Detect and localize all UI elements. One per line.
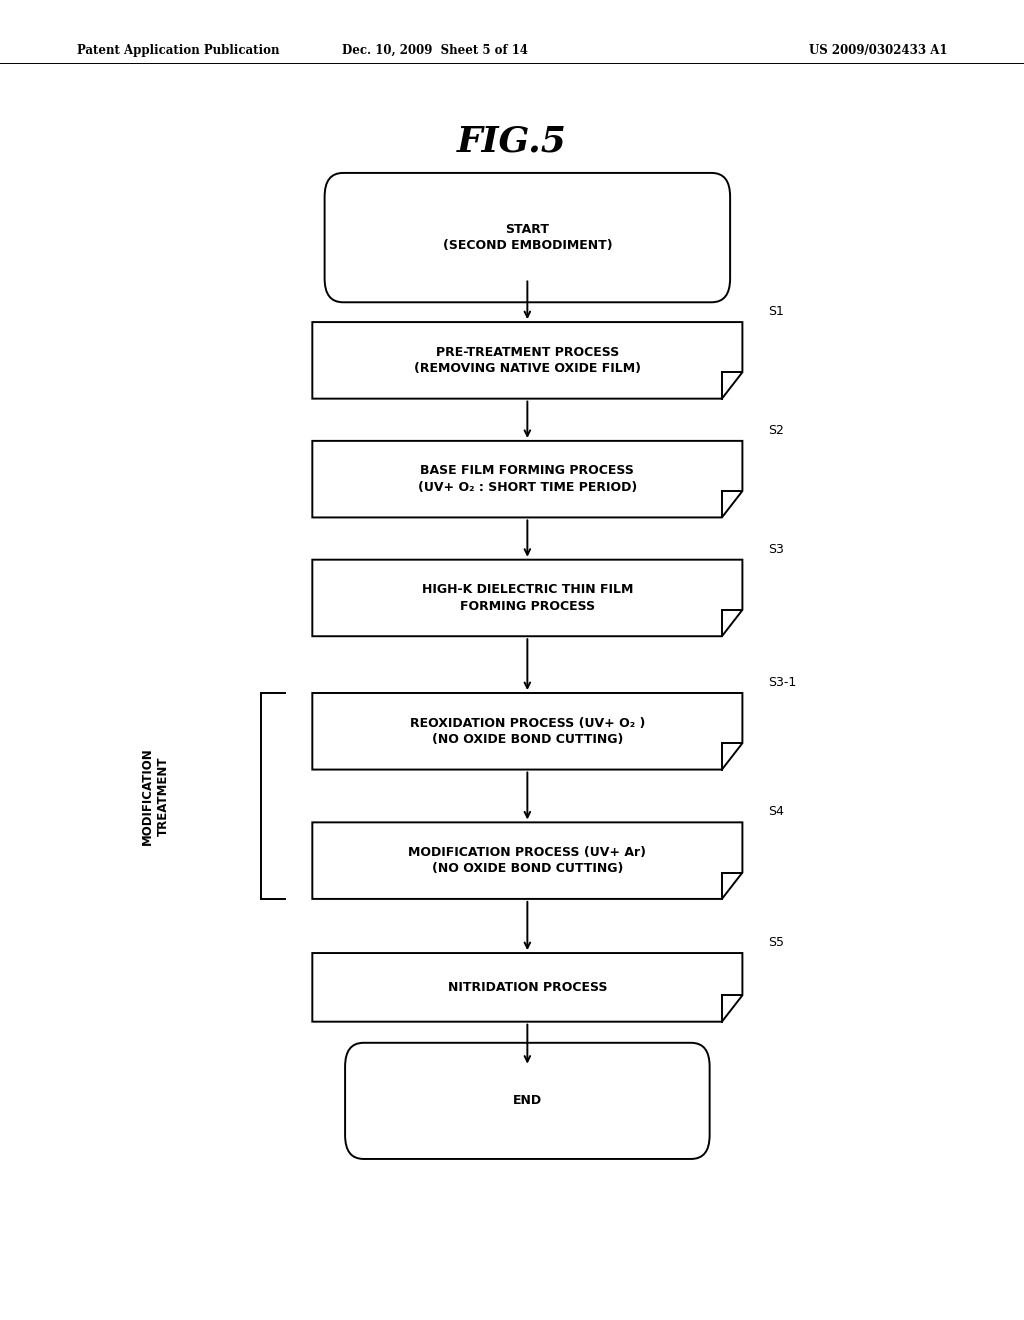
Text: S3: S3 [768,543,784,556]
Text: FIG.5: FIG.5 [457,124,567,158]
Text: REOXIDATION PROCESS (UV+ O₂ )
(NO OXIDE BOND CUTTING): REOXIDATION PROCESS (UV+ O₂ ) (NO OXIDE … [410,717,645,746]
Polygon shape [312,560,742,636]
Polygon shape [312,322,742,399]
FancyBboxPatch shape [345,1043,710,1159]
Polygon shape [312,822,742,899]
Text: US 2009/0302433 A1: US 2009/0302433 A1 [809,44,947,57]
Polygon shape [312,441,742,517]
Polygon shape [312,953,742,1022]
Text: HIGH-K DIELECTRIC THIN FILM
FORMING PROCESS: HIGH-K DIELECTRIC THIN FILM FORMING PROC… [422,583,633,612]
Text: END: END [513,1094,542,1107]
Text: BASE FILM FORMING PROCESS
(UV+ O₂ : SHORT TIME PERIOD): BASE FILM FORMING PROCESS (UV+ O₂ : SHOR… [418,465,637,494]
Text: S2: S2 [768,424,784,437]
Text: MODIFICATION
TREATMENT: MODIFICATION TREATMENT [141,747,170,845]
Text: MODIFICATION PROCESS (UV+ Ar)
(NO OXIDE BOND CUTTING): MODIFICATION PROCESS (UV+ Ar) (NO OXIDE … [409,846,646,875]
Polygon shape [312,693,742,770]
Text: S1: S1 [768,305,784,318]
Text: S3-1: S3-1 [768,676,797,689]
Text: NITRIDATION PROCESS: NITRIDATION PROCESS [447,981,607,994]
Text: S4: S4 [768,805,784,818]
Text: Dec. 10, 2009  Sheet 5 of 14: Dec. 10, 2009 Sheet 5 of 14 [342,44,528,57]
Text: START
(SECOND EMBODIMENT): START (SECOND EMBODIMENT) [442,223,612,252]
Text: Patent Application Publication: Patent Application Publication [77,44,280,57]
Text: PRE-TREATMENT PROCESS
(REMOVING NATIVE OXIDE FILM): PRE-TREATMENT PROCESS (REMOVING NATIVE O… [414,346,641,375]
Text: S5: S5 [768,936,784,949]
FancyBboxPatch shape [325,173,730,302]
